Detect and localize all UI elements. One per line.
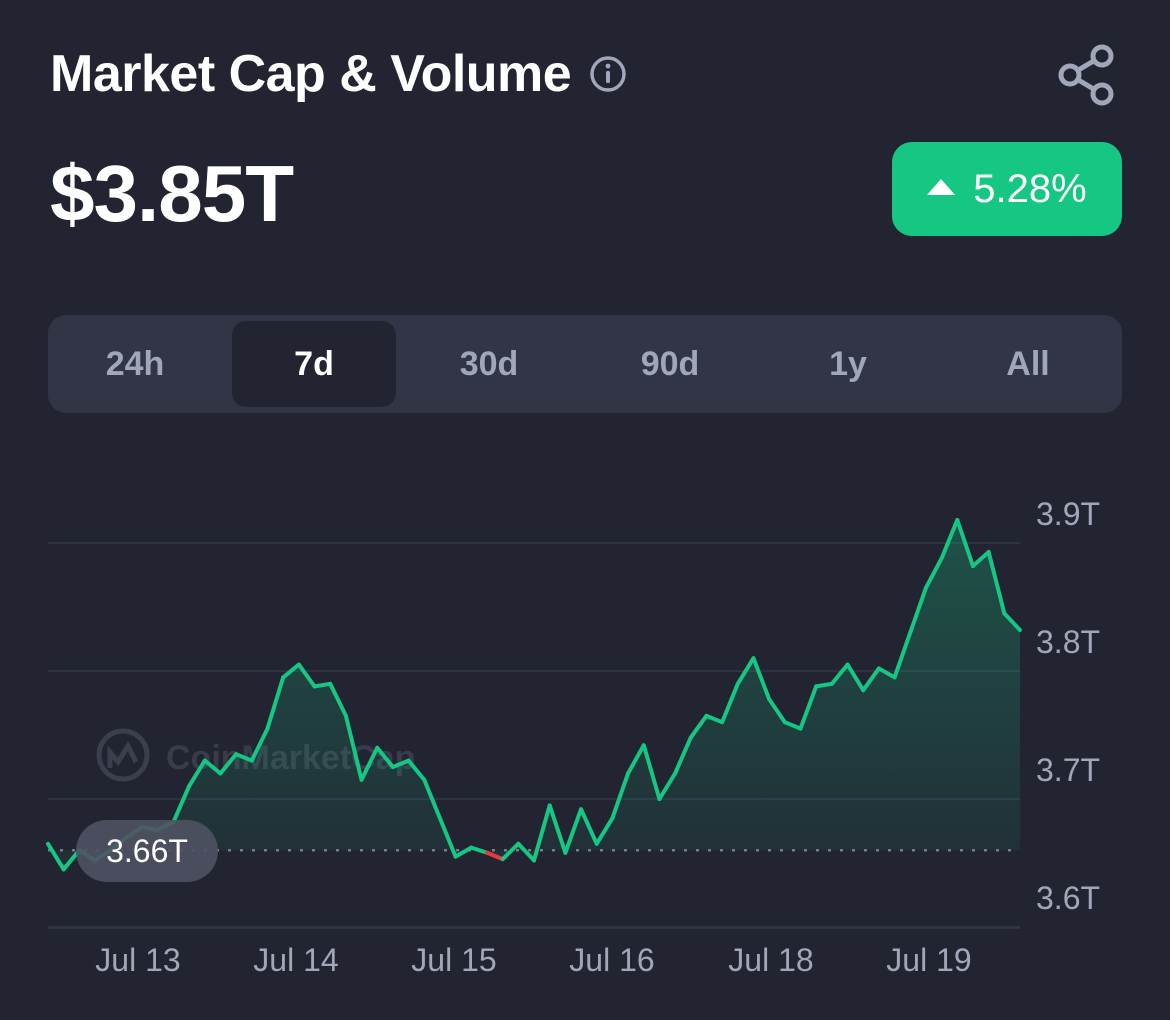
series-segment — [735, 656, 756, 686]
x-tick-label: Jul 15 — [411, 942, 496, 978]
series-segment — [563, 807, 584, 855]
share-icon[interactable] — [1056, 42, 1118, 108]
series-segment — [343, 713, 364, 782]
series-segment — [845, 662, 866, 693]
series-segment — [939, 517, 960, 561]
tab-30d[interactable]: 30d — [459, 344, 519, 383]
series-segment — [986, 549, 1007, 616]
series-segment — [767, 697, 787, 725]
series-segment — [375, 745, 395, 769]
series-segment — [46, 841, 66, 872]
series-segment — [594, 816, 615, 846]
series-segment — [829, 662, 850, 686]
series-segment — [814, 681, 834, 689]
series-segment — [704, 713, 725, 725]
series-segment — [249, 726, 270, 763]
y-tick-label: 3.8T — [1036, 624, 1100, 660]
series-segment — [516, 841, 536, 863]
info-circle-icon[interactable] — [589, 55, 627, 93]
series-segment — [437, 816, 458, 859]
caret-up-icon — [927, 179, 956, 195]
x-tick-label: Jul 13 — [95, 942, 180, 978]
series-segment — [876, 666, 897, 680]
series-segment — [281, 662, 301, 680]
series-segment — [187, 758, 207, 789]
series-segment — [626, 743, 646, 776]
tab-all[interactable]: All — [1006, 344, 1050, 383]
page-title: Market Cap & Volume — [50, 45, 572, 103]
series-segment — [171, 784, 192, 825]
series-segment — [406, 758, 427, 782]
series-segment — [720, 681, 740, 725]
series-segment — [234, 752, 254, 763]
series-segment — [782, 720, 803, 731]
series-segment — [359, 745, 380, 782]
tab-24h[interactable]: 24h — [105, 344, 165, 383]
header: Market Cap & Volume — [50, 44, 627, 104]
change-percent: 5.28% — [973, 166, 1087, 211]
series-segment — [328, 681, 348, 718]
series-segment — [641, 743, 662, 801]
y-tick-label: 3.9T — [1036, 496, 1100, 532]
series-segment — [798, 684, 819, 731]
timeframe-tabs: 24h 7d 30d 90d 1y All — [48, 315, 1122, 413]
area-fill — [48, 519, 1020, 870]
series-segment — [610, 771, 631, 821]
series-segment — [673, 735, 693, 776]
series-segment — [218, 752, 239, 776]
series-segment — [265, 675, 286, 731]
tab-90d[interactable]: 90d — [640, 344, 700, 383]
x-tick-label: Jul 19 — [886, 942, 971, 978]
series-segment — [469, 845, 489, 855]
series-segment — [422, 777, 442, 821]
series-segment — [390, 758, 411, 769]
market-cap-chart[interactable]: CoinMarketCap 3.9T3.8T3.7T3.6T Jul 13Jul… — [0, 440, 1170, 1020]
tab-7d[interactable]: 7d — [232, 321, 396, 407]
series-segment — [453, 845, 474, 859]
tab-1y[interactable]: 1y — [829, 344, 867, 383]
series-segment — [688, 713, 709, 740]
baseline-badge: 3.66T — [76, 820, 218, 882]
series-segment — [296, 662, 317, 689]
market-cap-value: $3.85T — [50, 149, 294, 238]
series-segment — [547, 803, 568, 855]
x-tick-label: Jul 18 — [728, 942, 813, 978]
series-segment — [923, 556, 944, 590]
series-segment — [892, 630, 913, 680]
series-segment — [579, 807, 599, 846]
series-segment — [970, 549, 991, 569]
series-segment — [1002, 611, 1022, 633]
series-segment — [202, 758, 223, 776]
series-segment — [751, 656, 772, 702]
series-segment — [500, 841, 521, 862]
series-segment — [312, 681, 333, 689]
y-tick-label: 3.6T — [1036, 880, 1100, 916]
x-tick-label: Jul 16 — [569, 942, 654, 978]
series-segment — [532, 803, 552, 863]
series-segment — [908, 585, 928, 635]
x-tick-label: Jul 14 — [253, 942, 338, 978]
series-segment — [955, 517, 975, 569]
baseline-label: 3.66T — [106, 833, 188, 869]
series-segment — [484, 850, 505, 862]
change-badge: 5.28% — [892, 142, 1122, 236]
y-tick-label: 3.7T — [1036, 752, 1100, 788]
series-segment — [657, 771, 678, 801]
series-segment — [861, 666, 881, 693]
